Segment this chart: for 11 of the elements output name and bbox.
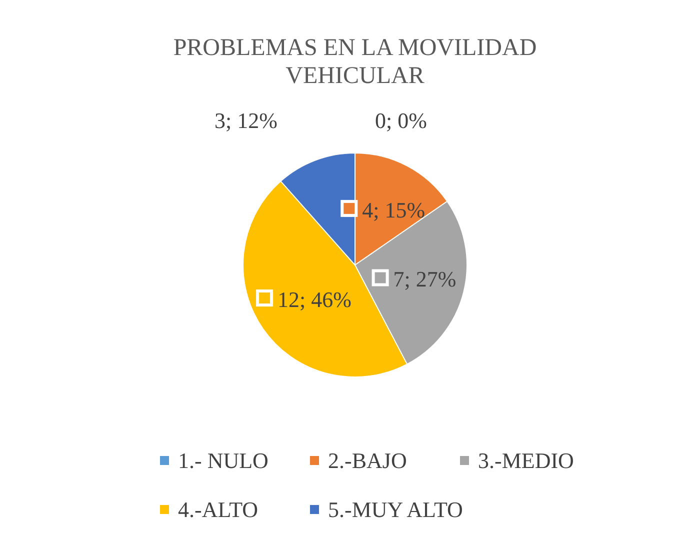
data-label: 12; 46% (278, 286, 352, 312)
chart-title: PROBLEMAS EN LA MOVILIDAD VEHICULAR (173, 35, 537, 89)
legend-label: 3.-MEDIO (478, 448, 574, 473)
data-label: 3; 12% (214, 108, 278, 133)
legend-label: 2.-BAJO (328, 448, 407, 473)
legend-label: 5.-MUY ALTO (328, 497, 463, 522)
legend-label: 4.-ALTO (178, 497, 258, 522)
data-label: 7; 27% (393, 266, 456, 292)
data-label: 4; 15% (362, 197, 426, 222)
legend-label: 1.- NULO (178, 448, 268, 473)
text: 0; 0% (375, 108, 427, 133)
